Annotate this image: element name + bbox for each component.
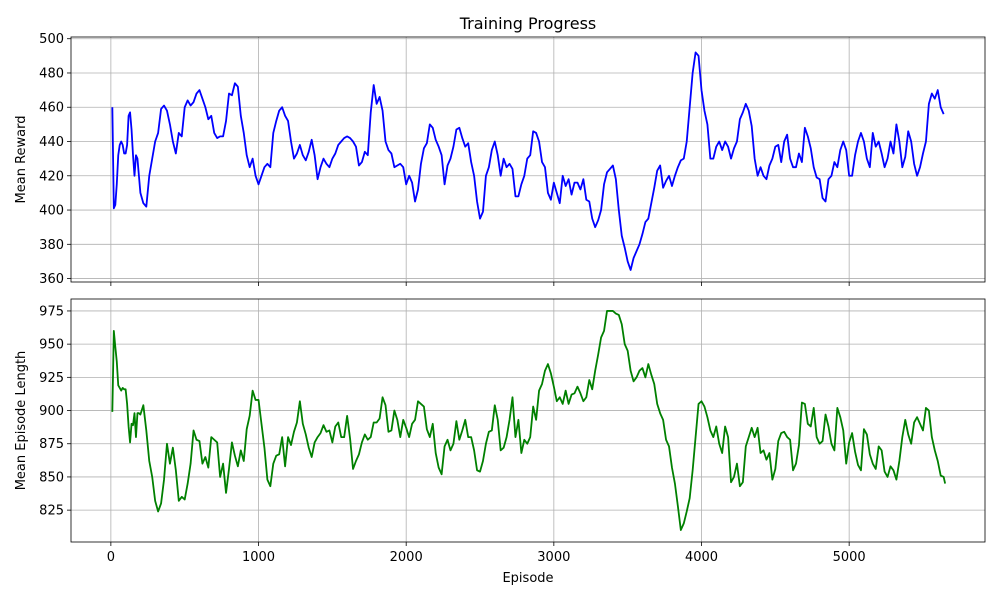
y-tick-label: 480 xyxy=(39,66,64,81)
y-tick-label: 950 xyxy=(39,338,64,353)
reward-y-axis-label: Mean Reward xyxy=(14,116,29,204)
x-tick-label: 5000 xyxy=(833,550,866,565)
reward-plot-frame xyxy=(70,36,986,283)
y-tick-label: 460 xyxy=(39,101,64,116)
y-tick-label: 975 xyxy=(39,304,64,319)
y-tick-label: 875 xyxy=(39,437,64,452)
episode-length-panel: 825 850 875 900 925 950 975 0 1000 2000 3000 4000 50… xyxy=(14,298,986,565)
x-tick-label: 4000 xyxy=(685,550,718,565)
x-tick-label: 0 xyxy=(107,550,115,565)
episode-length-series-line xyxy=(111,310,947,531)
y-tick-label: 925 xyxy=(39,371,64,386)
x-tick-label: 3000 xyxy=(537,550,570,565)
y-tick-label: 400 xyxy=(39,204,64,219)
y-tick-label: 500 xyxy=(39,32,64,47)
y-tick-label: 440 xyxy=(39,135,64,150)
episode-length-y-axis-label: Mean Episode Length xyxy=(14,351,29,491)
y-tick-label: 850 xyxy=(39,470,64,485)
reward-series-line xyxy=(111,51,945,271)
x-tick-label: 2000 xyxy=(390,550,423,565)
y-tick-label: 360 xyxy=(39,272,64,287)
reward-panel: 360 380 400 420 440 460 480 500 Mean Reward xyxy=(14,32,986,287)
y-tick-label: 380 xyxy=(39,238,64,253)
chart-title: Training Progress xyxy=(459,14,597,33)
episode-length-plot-frame xyxy=(70,298,986,543)
y-tick-label: 900 xyxy=(39,404,64,419)
y-tick-label: 420 xyxy=(39,169,64,184)
x-axis-label: Episode xyxy=(502,571,553,586)
y-tick-label: 825 xyxy=(39,504,64,519)
x-tick-label: 1000 xyxy=(242,550,275,565)
